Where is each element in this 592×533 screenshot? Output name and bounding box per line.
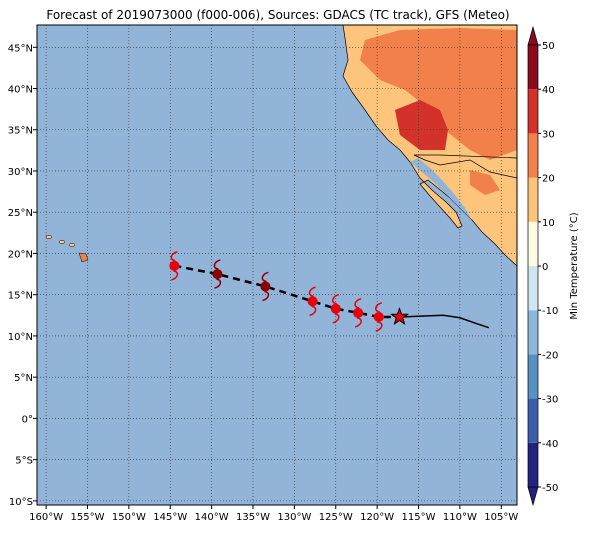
colorbar-band bbox=[528, 177, 538, 222]
colorbar-band bbox=[528, 89, 538, 134]
colorbar-band bbox=[528, 266, 538, 311]
land bbox=[45, 25, 517, 267]
colorbar-tick-label: -50 bbox=[542, 483, 558, 494]
colorbar-tick-label: 0 bbox=[542, 262, 548, 273]
storm-symbol bbox=[354, 298, 362, 328]
y-tick-label: 30°N bbox=[8, 167, 33, 178]
hot-region bbox=[395, 100, 448, 150]
colorbar-tick-label: -20 bbox=[542, 350, 558, 361]
x-tick-label: 155°W bbox=[70, 512, 104, 523]
island bbox=[58, 240, 66, 244]
frame bbox=[36, 24, 518, 506]
colorbar-band bbox=[528, 45, 538, 90]
x-tick-label: 150°W bbox=[112, 512, 146, 523]
y-tick-label: 40°N bbox=[8, 85, 33, 96]
colorbar-band bbox=[528, 354, 538, 399]
storm-symbol bbox=[170, 251, 179, 281]
y-tick-label: 15°N bbox=[8, 291, 33, 302]
y-tick-label: 25°N bbox=[8, 208, 33, 219]
y-tick-label: 10°N bbox=[8, 332, 33, 343]
y-tick-label: 20°N bbox=[8, 249, 33, 260]
storm-point bbox=[260, 281, 271, 292]
colorbar-tick-label: 50 bbox=[542, 41, 555, 52]
colorbar-label: Min Temperature (°C) bbox=[569, 212, 580, 319]
y-tick-label: 10°S bbox=[9, 497, 33, 508]
colorbar-tick-label: -30 bbox=[542, 395, 558, 406]
storm-point bbox=[307, 296, 318, 307]
x-tick-label: 135°W bbox=[236, 512, 270, 523]
colorbar-band bbox=[528, 398, 538, 443]
storm-point bbox=[212, 269, 223, 280]
current-position bbox=[389, 307, 410, 325]
colorbar-tick-label: 20 bbox=[542, 174, 555, 185]
storm-point bbox=[373, 311, 384, 322]
y-tick-label: 5°S bbox=[15, 456, 33, 467]
y-tick-label: 35°N bbox=[8, 126, 33, 137]
storm-point bbox=[353, 307, 364, 318]
chart-title: Forecast of 2019073000 (f000-006), Sourc… bbox=[46, 8, 509, 22]
gulf bbox=[410, 158, 472, 220]
warm-region bbox=[360, 28, 517, 160]
colorbar-tick-label: -10 bbox=[542, 306, 558, 317]
island bbox=[68, 243, 76, 247]
x-tick-label: 115°W bbox=[402, 512, 436, 523]
colorbar-tick-label: 40 bbox=[542, 85, 555, 96]
warm-region bbox=[470, 170, 500, 195]
x-tick-label: 160°W bbox=[29, 512, 63, 523]
storm-symbol bbox=[213, 259, 222, 289]
colorbar-band bbox=[528, 133, 538, 178]
y-tick-label: 5°N bbox=[14, 373, 33, 384]
y-tick-label: 0° bbox=[22, 414, 33, 425]
x-tick-label: 120°W bbox=[360, 512, 394, 523]
colorbar-band bbox=[528, 310, 538, 355]
colorbar-tick-label: 10 bbox=[542, 218, 555, 229]
colorbar-extend bbox=[527, 25, 539, 46]
x-tick-label: 125°W bbox=[319, 512, 353, 523]
y-tick-label: 45°N bbox=[8, 43, 33, 54]
x-tick-label: 140°W bbox=[195, 512, 229, 523]
x-tick-label: 130°W bbox=[277, 512, 311, 523]
colorbar-band bbox=[528, 221, 538, 266]
storm-point bbox=[169, 260, 180, 271]
colorbar-tick-label: 30 bbox=[542, 129, 555, 140]
storm-symbol bbox=[308, 286, 317, 317]
storm-point bbox=[330, 303, 341, 314]
colorbar-band bbox=[528, 442, 538, 487]
border bbox=[413, 154, 517, 179]
x-tick-label: 105°W bbox=[484, 512, 518, 523]
storm-symbol bbox=[261, 271, 270, 302]
x-tick-label: 145°W bbox=[153, 512, 187, 523]
forecast-line bbox=[399, 314, 490, 329]
storm-symbol bbox=[375, 302, 383, 332]
storm-symbol bbox=[331, 293, 340, 324]
colorbar-extend bbox=[527, 486, 539, 507]
colorbar-tick-label: -40 bbox=[542, 439, 558, 450]
x-tick-label: 110°W bbox=[443, 512, 477, 523]
island bbox=[45, 235, 53, 239]
island bbox=[78, 252, 89, 263]
